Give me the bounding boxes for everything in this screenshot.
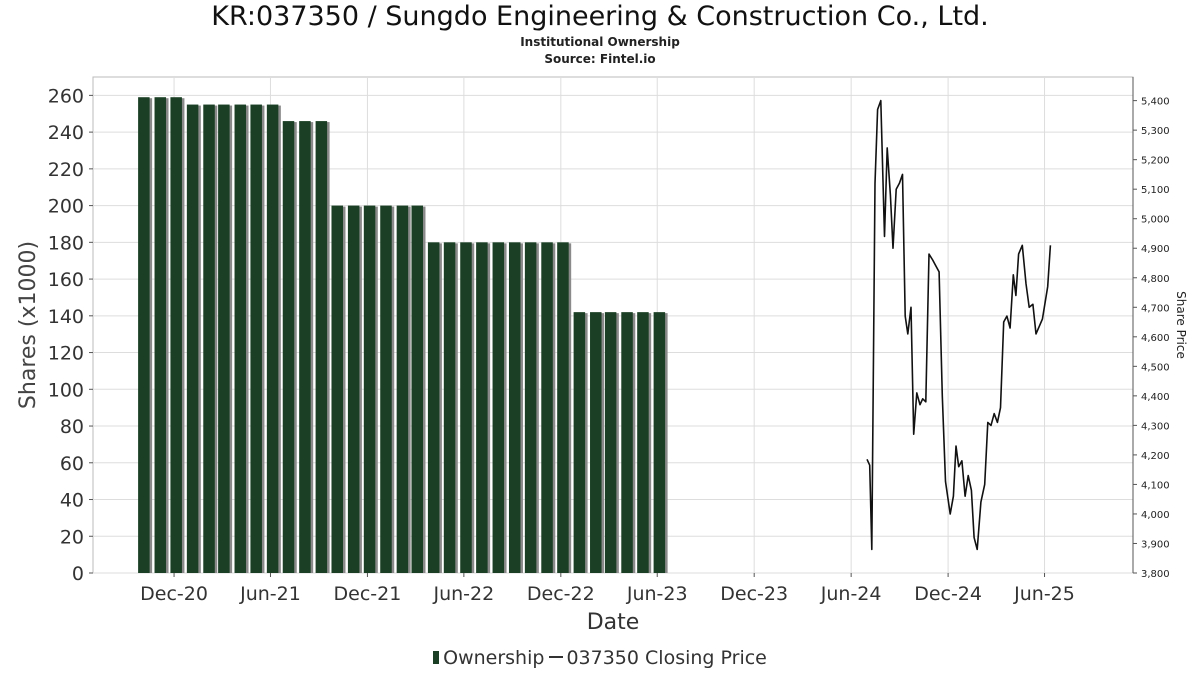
y-tick-label: 140: [48, 306, 84, 328]
ownership-bar: [411, 205, 423, 573]
ownership-bar: [234, 104, 247, 574]
y-tick-label: 100: [48, 379, 84, 401]
x-axis-title: Date: [587, 610, 640, 635]
ownership-legend-label: Ownership: [443, 647, 545, 669]
y-axis-title: Shares (x1000): [16, 241, 41, 409]
y2-tick-label: 4,100: [1141, 480, 1170, 491]
chart-source: Source: Fintel.io: [544, 52, 656, 66]
chart-subtitle: Institutional Ownership: [520, 35, 680, 49]
ownership-bar: [460, 242, 472, 574]
price-legend-swatch: [549, 656, 564, 658]
x-tick-label: Jun-23: [626, 583, 688, 605]
ownership-bar: [443, 242, 456, 574]
y2-tick-label: 4,800: [1141, 274, 1170, 285]
ownership-bar: [266, 104, 279, 574]
y2-tick-label: 4,200: [1141, 451, 1170, 462]
y2-tick-label: 4,300: [1141, 421, 1170, 432]
y2-tick-label: 5,400: [1141, 97, 1170, 108]
ownership-bar: [621, 312, 633, 573]
ownership-bar: [347, 205, 360, 573]
ownership-bar: [396, 205, 409, 573]
ownership-bar: [653, 312, 666, 573]
ownership-bar: [186, 104, 199, 574]
y-tick-label: 0: [72, 563, 84, 585]
ownership-bar: [170, 97, 182, 574]
y-tick-label: 180: [48, 232, 84, 254]
chart-title: KR:037350 / Sungdo Engineering & Constru…: [211, 1, 989, 32]
ownership-bar: [331, 205, 343, 573]
y2-tick-label: 4,700: [1141, 303, 1170, 314]
y-tick-label: 60: [60, 453, 84, 475]
x-tick-label: Dec-20: [140, 583, 208, 605]
ownership-bar: [508, 242, 521, 574]
price-line: [866, 99, 1052, 551]
y2-tick-label: 4,000: [1141, 510, 1170, 521]
ownership-bar: [250, 104, 262, 574]
ownership-bar: [282, 121, 295, 573]
ownership-bar: [541, 242, 553, 574]
x-tick-label: Dec-23: [720, 583, 788, 605]
ownership-bar: [476, 242, 488, 574]
ownership-legend-swatch: [433, 651, 440, 664]
y-tick-label: 260: [48, 85, 84, 107]
ownership-bar: [492, 242, 505, 574]
ownership-bar: [427, 242, 440, 574]
y2-tick-label: 5,100: [1141, 185, 1170, 196]
x-tick-label: Jun-22: [432, 583, 494, 605]
chart-legend: Ownership 037350 Closing Price: [0, 647, 1200, 669]
y2-tick-label: 3,900: [1141, 539, 1170, 550]
y2-axis-title: Share Price: [1174, 291, 1188, 359]
y-tick-label: 40: [60, 490, 84, 512]
y-tick-label: 80: [60, 416, 84, 438]
y-tick-label: 160: [48, 269, 84, 291]
x-tick-label: Dec-24: [914, 583, 982, 605]
ownership-bar: [524, 242, 537, 574]
ownership-bar: [557, 242, 569, 574]
y2-tick-label: 4,400: [1141, 392, 1170, 403]
y-tick-label: 200: [48, 196, 84, 218]
x-tick-label: Jun-21: [239, 583, 301, 605]
y-tick-label: 220: [48, 159, 84, 181]
ownership-bar: [573, 312, 586, 573]
x-tick-label: Dec-21: [334, 583, 402, 605]
ownership-bar: [138, 97, 150, 574]
x-tick-label: Dec-22: [527, 583, 595, 605]
ownership-bar: [363, 205, 376, 573]
y2-tick-label: 5,000: [1141, 215, 1170, 226]
ownership-bar: [218, 104, 230, 574]
y-tick-label: 240: [48, 122, 84, 144]
ownership-bar: [604, 312, 617, 573]
x-tick-label: Jun-25: [1013, 583, 1075, 605]
y2-tick-label: 5,300: [1141, 126, 1170, 137]
ownership-bar: [299, 121, 311, 573]
y2-tick-label: 4,900: [1141, 244, 1170, 255]
price-legend-label: 037350 Closing Price: [566, 647, 767, 669]
ownership-bar: [315, 121, 328, 573]
ownership-bar: [380, 205, 392, 573]
ownership-bar: [590, 312, 602, 573]
y2-tick-label: 5,200: [1141, 156, 1170, 167]
y2-tick-label: 4,500: [1141, 362, 1170, 373]
y-tick-label: 120: [48, 343, 84, 365]
y-tick-label: 20: [60, 526, 84, 548]
ownership-bar: [637, 312, 649, 573]
y2-tick-label: 4,600: [1141, 333, 1170, 344]
x-tick-label: Jun-24: [820, 583, 882, 605]
ownership-bar: [154, 97, 167, 574]
y2-tick-label: 3,800: [1141, 569, 1170, 580]
ownership-bar: [203, 104, 215, 574]
